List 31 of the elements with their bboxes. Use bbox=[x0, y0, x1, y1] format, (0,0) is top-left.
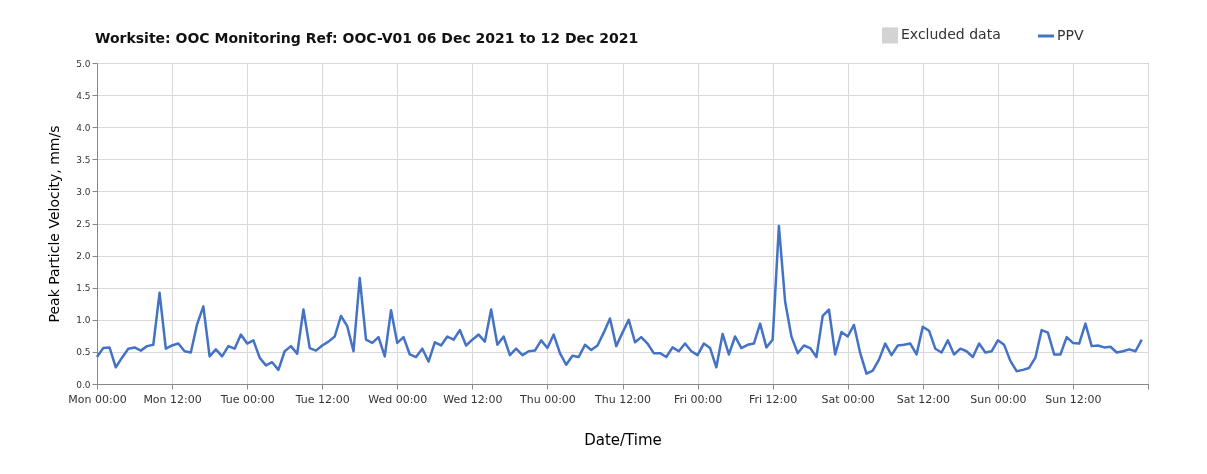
x-tick-label: Sat 00:00 bbox=[821, 392, 875, 406]
y-axis-title: Peak Particle Velocity, mm/s bbox=[46, 125, 63, 323]
x-tick-label: Sun 12:00 bbox=[1045, 392, 1102, 406]
y-tick-label: 0.5 bbox=[76, 347, 91, 358]
y-tick-label: 3.0 bbox=[76, 186, 91, 197]
y-tick-label: 4.0 bbox=[76, 122, 91, 133]
x-axis-title: Date/Time bbox=[584, 430, 662, 449]
y-tick-label: 3.5 bbox=[76, 154, 91, 165]
x-tick-label: Tue 00:00 bbox=[219, 392, 275, 406]
x-tick-label: Fri 00:00 bbox=[673, 392, 723, 406]
y-tick-label: 1.0 bbox=[76, 315, 91, 326]
legend-label: PPV bbox=[1057, 27, 1084, 43]
line-series bbox=[95, 224, 1143, 375]
y-tick-label: 4.5 bbox=[76, 90, 91, 101]
legend-label: Excluded data bbox=[901, 26, 1001, 43]
x-tick-label: Wed 00:00 bbox=[368, 392, 428, 406]
x-tick-label: Thu 12:00 bbox=[594, 392, 651, 406]
x-tick-label: Sat 12:00 bbox=[896, 392, 950, 406]
x-tick-label: Mon 00:00 bbox=[68, 392, 127, 406]
x-tick-label: Thu 00:00 bbox=[519, 392, 576, 406]
y-tick-label: 2.0 bbox=[76, 251, 91, 262]
y-tick-label: 0.0 bbox=[76, 379, 91, 390]
x-tick-label: Wed 12:00 bbox=[443, 392, 503, 406]
y-tick-label: 1.5 bbox=[76, 283, 91, 294]
x-tick-label: Tue 12:00 bbox=[294, 392, 350, 406]
x-tick-label: Fri 12:00 bbox=[748, 392, 798, 406]
y-tick-label: 5.0 bbox=[76, 58, 91, 69]
x-tick-label: Sun 00:00 bbox=[970, 392, 1027, 406]
x-tick-label: Mon 12:00 bbox=[143, 392, 202, 406]
y-tick-label: 2.5 bbox=[76, 219, 91, 229]
chart-title: Worksite: OOC Monitoring Ref: OOC-V01 06 Dec 2021 to 12 Dec 2021 bbox=[95, 30, 639, 46]
